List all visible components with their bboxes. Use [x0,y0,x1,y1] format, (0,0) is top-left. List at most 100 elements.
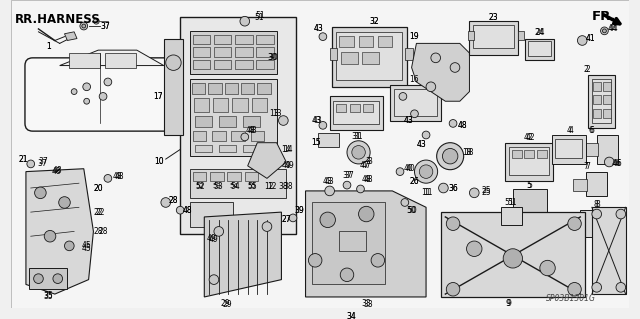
Circle shape [27,160,35,168]
Bar [586,143,598,156]
Text: 53: 53 [212,183,221,189]
Bar [190,79,276,156]
Circle shape [604,157,614,167]
Bar [227,172,241,181]
Text: 43: 43 [311,116,321,125]
Bar [333,101,379,124]
Text: 38: 38 [278,182,288,190]
Bar [513,189,547,213]
Circle shape [59,197,70,208]
Text: 43: 43 [404,116,413,125]
Bar [593,109,600,118]
Circle shape [449,120,457,127]
Text: 1: 1 [45,42,51,51]
FancyBboxPatch shape [25,58,175,131]
Text: 6: 6 [589,126,595,135]
Text: 48: 48 [362,175,371,184]
Bar [378,36,392,47]
Circle shape [592,283,602,292]
Circle shape [352,145,365,159]
Bar [528,41,552,56]
Circle shape [568,217,581,230]
Bar [341,52,358,63]
Polygon shape [26,169,93,294]
Text: 20: 20 [93,183,103,192]
Text: 35: 35 [44,293,53,301]
Circle shape [209,275,219,285]
Text: 47: 47 [362,161,371,170]
Circle shape [71,89,77,94]
Text: 36: 36 [448,183,458,192]
Text: 21: 21 [19,155,28,164]
Text: 49: 49 [209,234,219,244]
Polygon shape [305,191,426,297]
Text: 48: 48 [458,121,467,130]
Circle shape [340,268,354,282]
Text: 33: 33 [364,300,373,309]
Bar [552,135,586,164]
Text: 49: 49 [206,234,216,243]
Text: 43: 43 [323,177,333,186]
Text: 49: 49 [284,161,294,170]
Bar [195,145,212,152]
Text: 2: 2 [586,65,591,74]
Text: 4: 4 [568,126,573,135]
Circle shape [616,209,626,219]
Text: 43: 43 [417,140,426,149]
Text: 52: 52 [195,183,204,189]
Circle shape [470,188,479,198]
Bar [350,104,360,112]
Bar [604,109,611,118]
Text: 28: 28 [99,227,108,236]
Bar [194,98,209,112]
Bar [518,31,524,41]
Text: 48: 48 [183,206,193,215]
Circle shape [426,82,436,92]
Text: 52: 52 [196,182,205,190]
Text: 10: 10 [154,158,164,167]
Text: 9: 9 [506,299,511,308]
Bar [219,116,236,127]
Text: 54: 54 [230,182,240,190]
Bar [225,83,238,94]
Bar [339,231,366,251]
Text: 48: 48 [458,121,467,130]
Bar [390,85,440,122]
Bar [29,268,67,289]
Circle shape [161,198,170,207]
Text: 54: 54 [230,183,239,189]
Text: 24: 24 [535,28,545,37]
Bar [525,39,554,60]
Circle shape [320,212,335,227]
Circle shape [371,254,385,267]
Text: 7: 7 [584,162,589,171]
Circle shape [241,133,249,141]
Bar [405,48,413,60]
Bar [586,172,607,196]
Text: 18: 18 [464,148,473,157]
Text: 38: 38 [284,182,293,190]
Circle shape [65,241,74,251]
Text: 13: 13 [269,109,278,118]
Text: RR.HARNESS: RR.HARNESS [15,13,101,26]
Bar [213,98,228,112]
Text: 55: 55 [247,183,256,189]
Bar [208,83,221,94]
Polygon shape [248,143,286,178]
Circle shape [35,187,46,199]
Circle shape [436,143,463,170]
Circle shape [600,27,608,35]
Text: 46: 46 [612,160,622,168]
Text: 43: 43 [312,116,322,125]
Bar [604,95,611,104]
Text: 11: 11 [423,188,433,197]
Polygon shape [65,32,77,41]
Bar [501,207,522,225]
Bar [588,75,615,128]
Text: 40: 40 [404,164,413,173]
Bar [219,145,236,152]
Circle shape [422,131,430,139]
Circle shape [431,53,440,63]
Text: 33: 33 [362,299,371,308]
Bar [556,139,582,158]
